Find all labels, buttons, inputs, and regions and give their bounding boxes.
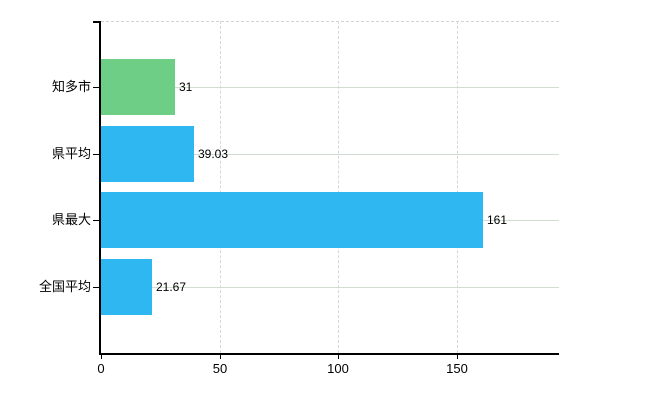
category-label: 知多市: [51, 79, 91, 94]
v-gridline: [220, 21, 221, 353]
x-axis-tick: [338, 353, 339, 359]
bar-value-label: 21.67: [156, 280, 187, 294]
y-axis-end-tick: [93, 21, 99, 23]
bar: [101, 126, 194, 182]
bar-value-label: 31: [179, 80, 193, 94]
x-axis-tick: [220, 353, 221, 359]
category-label: 県最大: [51, 212, 91, 227]
x-axis-line: [99, 353, 559, 355]
bar: [101, 192, 483, 248]
y-axis-tick: [93, 220, 99, 221]
y-axis-tick: [93, 87, 99, 88]
x-tick-label: 100: [327, 361, 349, 376]
plot-top-border: [101, 21, 559, 22]
x-axis-tick: [457, 353, 458, 359]
x-tick-label: 0: [97, 361, 105, 376]
x-tick-label: 50: [212, 361, 228, 376]
h-gridline: [101, 154, 559, 155]
x-axis-tick: [101, 353, 102, 359]
category-label: 全国平均: [38, 279, 91, 294]
y-axis-tick: [93, 154, 99, 155]
bar-value-label: 161: [487, 213, 508, 227]
h-gridline: [101, 287, 559, 288]
h-gridline: [101, 87, 559, 88]
y-axis-line: [99, 21, 101, 353]
bar: [101, 259, 152, 315]
v-gridline: [338, 21, 339, 353]
bar: [101, 59, 175, 115]
v-gridline: [457, 21, 458, 353]
category-label: 県平均: [51, 146, 91, 161]
bar-value-label: 39.03: [198, 147, 229, 161]
x-tick-label: 150: [446, 361, 468, 376]
y-axis-tick: [93, 287, 99, 288]
